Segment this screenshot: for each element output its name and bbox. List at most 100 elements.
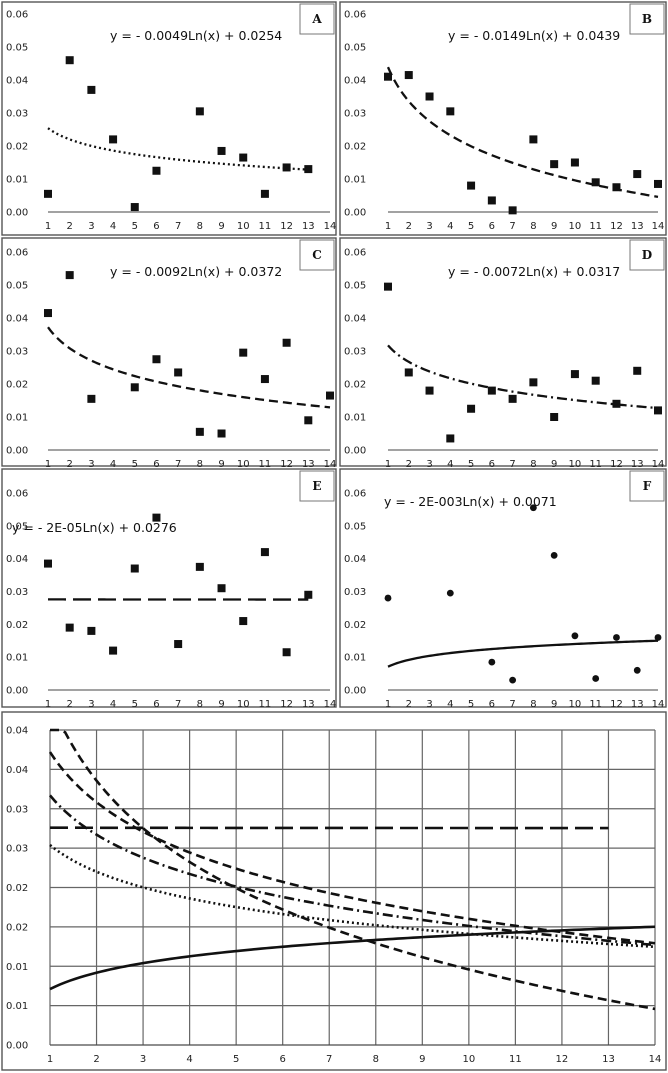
x-tick-label: 13 bbox=[631, 459, 644, 470]
y-tick-label: 0.02 bbox=[344, 142, 366, 153]
x-tick-label: 10 bbox=[237, 221, 250, 232]
data-point bbox=[633, 666, 641, 674]
data-point bbox=[591, 178, 600, 187]
panel-frame bbox=[339, 1, 667, 236]
x-tick-label: 8 bbox=[530, 221, 536, 232]
data-point bbox=[239, 348, 248, 357]
y-tick-label: 0.00 bbox=[344, 208, 366, 219]
x-tick-label: 11 bbox=[259, 699, 272, 710]
x-tick-label: 13 bbox=[631, 699, 644, 710]
data-point bbox=[217, 584, 226, 593]
trend-line-series-6 bbox=[49, 925, 656, 991]
x-tick-label: 11 bbox=[589, 699, 602, 710]
x-tick-label: 4 bbox=[110, 459, 116, 470]
x-tick-label: 1 bbox=[45, 221, 51, 232]
data-point bbox=[65, 623, 74, 632]
y-tick-label: 0.05 bbox=[344, 43, 366, 54]
x-tick-label: 6 bbox=[489, 699, 495, 710]
x-tick-label: 11 bbox=[589, 221, 602, 232]
panel-label: B bbox=[642, 12, 652, 26]
y-tick-label: 0.03 bbox=[344, 109, 366, 120]
y-tick-label: 0.02 bbox=[6, 380, 28, 391]
data-point bbox=[488, 658, 496, 666]
data-point bbox=[152, 513, 161, 522]
panel-label: D bbox=[642, 248, 652, 262]
x-tick-label: 5 bbox=[233, 1054, 239, 1065]
trend-line-series-1 bbox=[49, 843, 656, 949]
data-point bbox=[130, 564, 139, 573]
y-tick-label: 0.06 bbox=[6, 489, 28, 500]
panel-frame bbox=[1, 711, 667, 1071]
x-tick-label: 13 bbox=[602, 1054, 615, 1065]
panel-d: 0.000.010.020.030.040.050.061 2 3 4 5 6 7 8 9 10 1… bbox=[339, 237, 667, 470]
data-point bbox=[260, 189, 269, 198]
panel-frame bbox=[1, 237, 337, 467]
data-point bbox=[529, 504, 537, 512]
y-tick-label: 0.03 bbox=[344, 587, 366, 598]
x-tick-label: 10 bbox=[462, 1054, 475, 1065]
y-tick-label: 0.03 bbox=[6, 587, 28, 598]
data-point bbox=[529, 135, 538, 144]
panel-e: 0.000.010.020.030.040.050.061 2 3 4 5 6 7 8 9 10 1… bbox=[1, 468, 337, 710]
x-tick-label: 5 bbox=[468, 699, 474, 710]
x-tick-label: 9 bbox=[218, 699, 224, 710]
y-tick-label: 0.01 bbox=[6, 413, 28, 424]
x-tick-label: 3 bbox=[426, 221, 432, 232]
data-point bbox=[612, 183, 621, 192]
y-tick-label: 0.02 bbox=[344, 620, 366, 631]
trend-equation: y = - 0.0072Ln(x) + 0.0317 bbox=[448, 264, 620, 279]
data-point bbox=[109, 646, 118, 655]
x-tick-label: 8 bbox=[530, 459, 536, 470]
data-point bbox=[195, 562, 204, 571]
data-point bbox=[304, 590, 313, 599]
y-tick-label: 0.03 bbox=[6, 844, 28, 855]
y-tick-label: 0.04 bbox=[6, 76, 28, 87]
x-tick-label: 13 bbox=[302, 459, 315, 470]
data-point bbox=[612, 399, 621, 408]
data-point bbox=[654, 406, 662, 415]
x-tick-label: 8 bbox=[530, 699, 536, 710]
x-tick-label: 4 bbox=[447, 459, 453, 470]
data-point bbox=[487, 386, 496, 395]
x-tick-label: 5 bbox=[132, 221, 138, 232]
data-point bbox=[195, 427, 204, 436]
data-point bbox=[550, 160, 559, 169]
data-point bbox=[130, 383, 139, 392]
data-point bbox=[304, 416, 313, 425]
x-tick-label: 10 bbox=[569, 459, 582, 470]
x-tick-label: 10 bbox=[569, 221, 582, 232]
x-tick-label: 8 bbox=[197, 699, 203, 710]
x-tick-label: 14 bbox=[324, 459, 337, 470]
panel-a: 0.000.010.020.030.040.050.061 2 3 4 5 6 7 8 9 10 1… bbox=[1, 1, 337, 236]
data-point bbox=[282, 648, 291, 657]
panel-label-box bbox=[299, 3, 335, 35]
x-tick-label: 1 bbox=[45, 699, 51, 710]
y-tick-label: 0.05 bbox=[344, 521, 366, 532]
y-tick-label: 0.01 bbox=[6, 175, 28, 186]
y-tick-label: 0.02 bbox=[344, 380, 366, 391]
x-tick-label: 2 bbox=[406, 221, 412, 232]
data-point bbox=[217, 146, 226, 155]
y-tick-label: 0.01 bbox=[344, 175, 366, 186]
x-tick-label: 14 bbox=[652, 221, 665, 232]
data-point bbox=[487, 196, 496, 205]
y-tick-label: 0.00 bbox=[6, 446, 28, 457]
x-tick-label: 7 bbox=[175, 459, 181, 470]
x-tick-label: 7 bbox=[175, 699, 181, 710]
x-tick-label: 8 bbox=[197, 459, 203, 470]
data-point bbox=[130, 203, 139, 212]
x-tick-label: 2 bbox=[67, 221, 73, 232]
data-point bbox=[239, 153, 248, 162]
trend-equation: y = - 2E-003Ln(x) + 0.0071 bbox=[384, 494, 557, 509]
panel-label: C bbox=[312, 248, 322, 262]
panel-label: E bbox=[312, 479, 321, 493]
x-tick-label: 12 bbox=[280, 221, 293, 232]
data-point bbox=[217, 429, 226, 438]
panel-combined: 0.000.010.010.020.020.030.030.040.041 2 3 4… bbox=[1, 711, 667, 1071]
y-tick-label: 0.01 bbox=[344, 413, 366, 424]
y-tick-label: 0.04 bbox=[344, 314, 366, 325]
data-point bbox=[404, 71, 413, 80]
y-tick-label: 0.05 bbox=[6, 521, 28, 532]
trend-line-series-4 bbox=[49, 794, 656, 947]
